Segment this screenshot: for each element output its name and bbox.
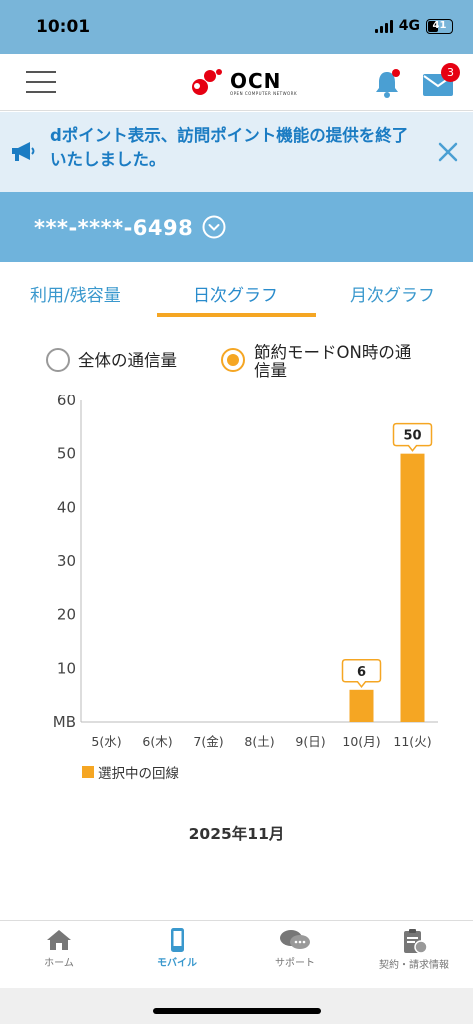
home-indicator-area <box>0 988 473 1024</box>
logo-text: OCN <box>230 68 282 93</box>
y-tick-label: MB <box>53 713 76 731</box>
line-number: ***-****-6498 <box>34 216 194 240</box>
x-tick-label: 5(水) <box>91 734 121 749</box>
y-tick-label: 10 <box>57 659 76 677</box>
tab-daily-graph[interactable]: 日次グラフ <box>193 286 278 306</box>
nav-home[interactable]: ホーム <box>0 928 118 969</box>
nav-support-label: サポート <box>275 958 315 969</box>
tab-usage[interactable]: 利用/残容量 <box>30 286 121 306</box>
network-type: 4G <box>398 18 420 34</box>
radio-all-traffic-label[interactable]: 全体の通信量 <box>78 351 177 370</box>
nav-mobile[interactable]: モバイル <box>118 928 236 969</box>
data-label-callout <box>392 422 433 452</box>
data-label: 50 <box>403 429 421 444</box>
legend-label: 選択中の回線 <box>98 766 179 782</box>
close-icon[interactable] <box>436 140 460 164</box>
megaphone-icon <box>12 142 35 161</box>
chart-bar <box>400 453 425 722</box>
line-selector[interactable] <box>0 192 473 262</box>
y-tick-label: 60 <box>57 395 76 409</box>
logo-subtext: OPEN COMPUTER NETWORK <box>230 90 298 96</box>
chevron-down-icon[interactable] <box>202 215 226 239</box>
radio-saving-mode-label-line1[interactable]: 節約モードON時の通 <box>254 343 412 362</box>
bell-icon[interactable] <box>374 70 400 98</box>
nav-home-label: ホーム <box>44 958 74 969</box>
data-label: 6 <box>357 665 366 680</box>
legend-swatch <box>82 766 94 778</box>
daily-usage-chart: 60 50 40 30 20 10 MB 5(水) 6(木) 7(金) 8(土) 9(日) 10(月) 6… <box>53 395 438 749</box>
x-tick-label: 7(金) <box>193 734 223 749</box>
x-tick-label: 6(木) <box>142 734 172 749</box>
battery-icon: 41 <box>426 18 453 34</box>
x-tick-label: 11(火) <box>393 734 431 749</box>
notice-text: dポイント表示、訪問ポイント機能の提供を終了いたしました。 <box>50 126 409 169</box>
menu-icon[interactable] <box>26 71 56 93</box>
chat-icon <box>280 930 310 949</box>
chart-bar <box>349 689 374 722</box>
y-tick-label: 20 <box>57 606 76 624</box>
radio-saving-mode-traffic[interactable] <box>221 348 245 372</box>
nav-support[interactable]: サポート <box>236 928 354 969</box>
y-tick-label: 40 <box>57 498 76 516</box>
mobile-icon <box>171 928 184 952</box>
home-indicator[interactable] <box>153 1008 321 1014</box>
x-tick-label: 8(土) <box>244 734 274 749</box>
notice-banner[interactable] <box>0 112 473 192</box>
status-time: 10:01 <box>36 17 91 37</box>
clipboard-icon <box>404 929 428 954</box>
nav-mobile-label: モバイル <box>157 958 197 969</box>
y-tick-label: 50 <box>57 445 76 463</box>
radio-all-traffic[interactable] <box>46 348 70 372</box>
status-icons: 4G 41 <box>374 18 453 34</box>
month-label: 2025年11月 <box>188 825 285 843</box>
notification-dot <box>392 69 400 77</box>
chart-legend: 選択中の回線 <box>82 762 179 782</box>
ocn-logo[interactable]: OCN OPEN COMPUTER NETWORK <box>190 67 297 99</box>
x-tick-label: 9(日) <box>295 734 325 749</box>
radio-saving-mode-label-line2[interactable]: 信量 <box>254 361 287 380</box>
status-bar: 10:01 4G 41 <box>0 0 473 54</box>
data-label-callout <box>341 659 382 689</box>
x-tick-label: 10(月) <box>342 734 380 749</box>
nav-contract-billing[interactable]: 契約・請求情報 <box>355 928 473 971</box>
active-tab-indicator <box>157 313 316 317</box>
y-tick-label: 30 <box>57 552 76 570</box>
app-header: OCN OPEN COMPUTER NETWORK 3 <box>0 54 473 111</box>
bottom-nav <box>0 920 473 988</box>
home-icon <box>47 930 71 950</box>
ocn-logo-mark-icon <box>192 69 222 95</box>
tab-monthly-graph[interactable]: 月次グラフ <box>350 286 435 306</box>
battery-level: 41 <box>432 19 447 31</box>
signal-icon <box>374 19 393 33</box>
mail-badge: 3 <box>441 63 460 82</box>
nav-contract-billing-label: 契約・請求情報 <box>379 960 449 971</box>
